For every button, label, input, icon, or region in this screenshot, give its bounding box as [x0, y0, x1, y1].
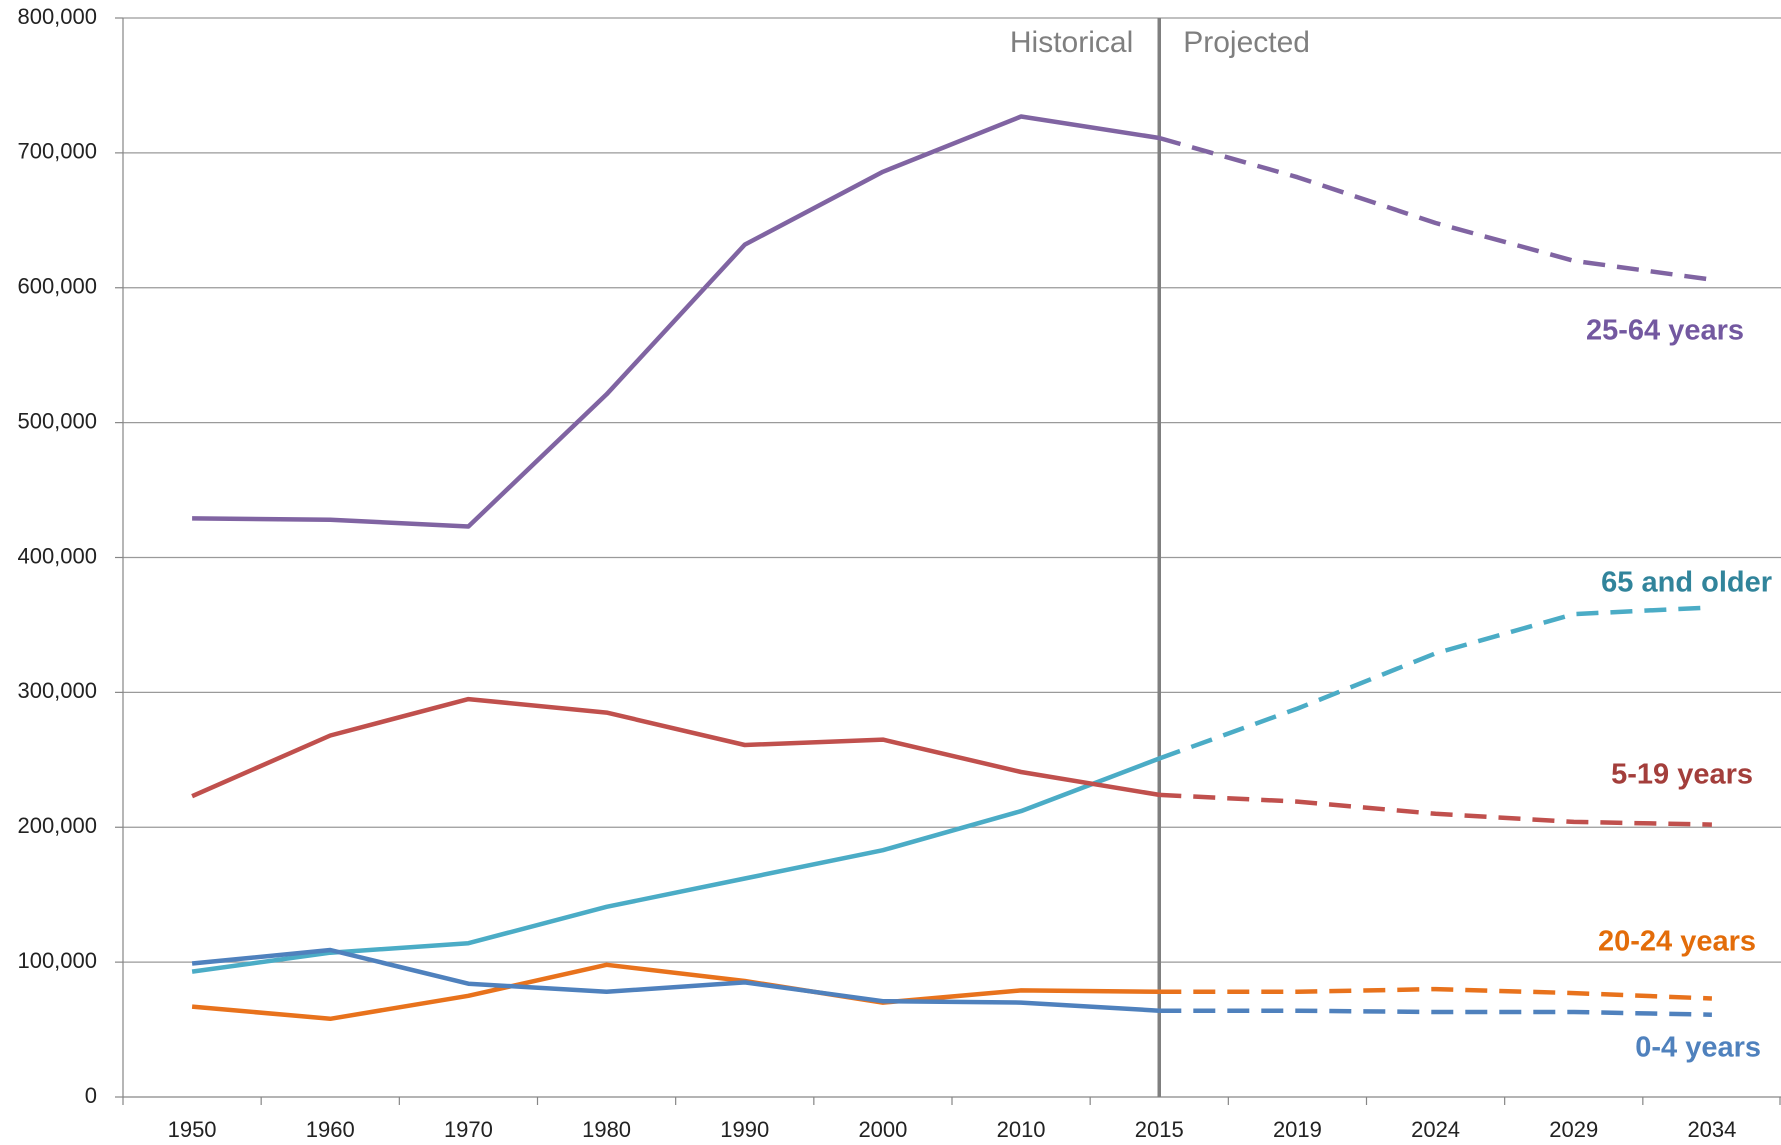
y-tick-label: 100,000: [17, 948, 97, 973]
x-tick-label: 2000: [858, 1117, 907, 1142]
line-historical: [191, 962, 1160, 1022]
x-tick-label: 2010: [997, 1117, 1046, 1142]
x-tick-label: 2034: [1687, 1117, 1736, 1142]
y-tick-label: 400,000: [17, 543, 97, 568]
line-historical: [192, 114, 1160, 529]
line-projected: [1158, 135, 1713, 282]
x-tick-label: 1980: [582, 1117, 631, 1142]
y-tick-label: 500,000: [17, 408, 97, 433]
line-projected: [1159, 1008, 1712, 1017]
annotation: Historical: [1010, 26, 1133, 59]
x-tick-label: 1950: [168, 1117, 217, 1142]
y-tick-label: 600,000: [17, 274, 97, 299]
x-tick-label: 2024: [1411, 1117, 1460, 1142]
x-tick-label: 2029: [1549, 1117, 1598, 1142]
y-tick-label: 200,000: [17, 813, 97, 838]
series-label: 65 and older: [1601, 567, 1772, 599]
x-tick-label: 1990: [720, 1117, 769, 1142]
line-historical: [191, 756, 1161, 974]
line-historical: [191, 947, 1160, 1013]
x-tick-label: 1970: [444, 1117, 493, 1142]
x-tick-label: 2019: [1273, 1117, 1322, 1142]
y-tick-label: 700,000: [17, 139, 97, 164]
series-label: 20-24 years: [1598, 926, 1756, 958]
line-projected: [1159, 986, 1712, 1001]
y-tick-label: 300,000: [17, 678, 97, 703]
line-historical: [191, 696, 1160, 799]
series-label: 0-4 years: [1635, 1032, 1761, 1064]
y-tick-label: 0: [85, 1083, 97, 1108]
series-label: 25-64 years: [1586, 315, 1744, 347]
line-projected: [1158, 605, 1713, 761]
y-tick-label: 800,000: [17, 4, 97, 29]
annotation: Projected: [1183, 26, 1310, 59]
x-tick-label: 2015: [1135, 1117, 1184, 1142]
series-label: 5-19 years: [1611, 759, 1753, 791]
line-projected: [1159, 792, 1712, 827]
x-tick-label: 1960: [306, 1117, 355, 1142]
